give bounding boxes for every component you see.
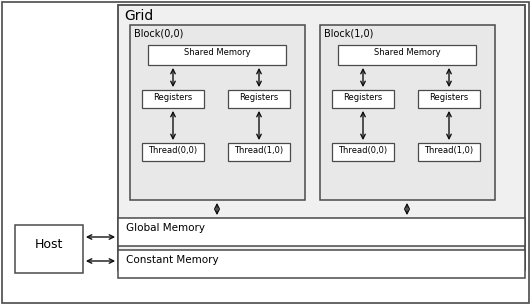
Text: Shared Memory: Shared Memory	[184, 48, 250, 57]
Bar	[418, 143, 480, 161]
Text: Block(0,0): Block(0,0)	[134, 28, 183, 38]
Text: Registers: Registers	[239, 93, 279, 102]
Bar	[228, 90, 290, 108]
Bar	[228, 143, 290, 161]
Text: Thread(1,0): Thread(1,0)	[235, 146, 284, 155]
Bar	[338, 45, 476, 65]
Text: Registers: Registers	[344, 93, 383, 102]
Text: Thread(1,0): Thread(1,0)	[424, 146, 474, 155]
Bar	[142, 143, 204, 161]
Text: Host: Host	[35, 238, 63, 250]
Text: Grid: Grid	[124, 9, 153, 23]
Bar	[332, 90, 394, 108]
Bar	[118, 250, 525, 278]
Text: Registers: Registers	[430, 93, 469, 102]
Bar	[332, 143, 394, 161]
Bar	[130, 25, 305, 200]
Bar	[320, 25, 495, 200]
Text: Constant Memory: Constant Memory	[126, 255, 219, 265]
Text: Shared Memory: Shared Memory	[374, 48, 440, 57]
Text: Thread(0,0): Thread(0,0)	[149, 146, 198, 155]
Text: Registers: Registers	[153, 93, 193, 102]
Text: Thread(0,0): Thread(0,0)	[338, 146, 388, 155]
Bar	[118, 218, 525, 246]
Text: Global Memory: Global Memory	[126, 223, 205, 233]
Text: Block(1,0): Block(1,0)	[324, 28, 373, 38]
Bar	[142, 90, 204, 108]
Bar	[418, 90, 480, 108]
Bar	[148, 45, 286, 65]
Bar	[118, 5, 525, 270]
Bar	[15, 225, 83, 273]
